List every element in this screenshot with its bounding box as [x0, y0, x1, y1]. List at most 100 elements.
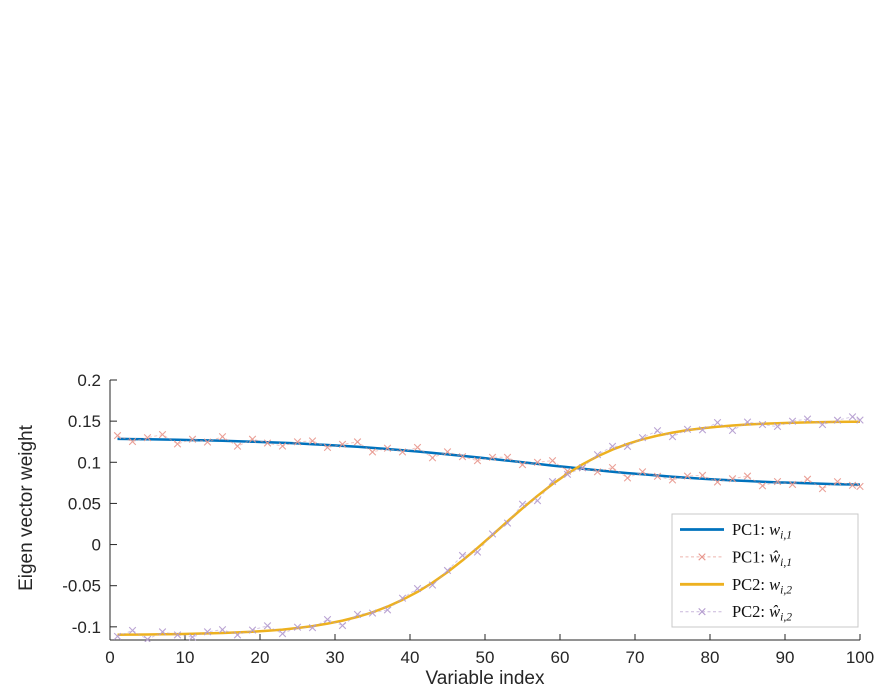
x-marker [488, 453, 497, 462]
x-marker [698, 426, 707, 434]
legend-box [671, 513, 859, 628]
x-marker [353, 610, 362, 619]
x-marker [683, 425, 692, 433]
x-marker [818, 485, 827, 493]
x-marker [518, 500, 527, 508]
x-marker [848, 413, 857, 421]
x-marker [833, 416, 842, 424]
x-marker [563, 470, 572, 479]
series-line [117, 437, 861, 486]
y-tick-label: -0.05 [62, 577, 101, 596]
x-marker [158, 430, 167, 439]
x-tick-label: 70 [626, 648, 645, 667]
x-marker [383, 606, 392, 614]
x-marker [263, 439, 272, 447]
x-marker [233, 442, 242, 450]
x-marker [668, 476, 677, 484]
y-tick-label: 0 [92, 536, 101, 555]
x-marker [383, 444, 392, 452]
y-tick-label: 0.15 [68, 412, 101, 431]
x-marker [443, 566, 452, 575]
x-marker [503, 453, 512, 462]
legend-label: PC1: wi,1 [732, 520, 792, 542]
series-2 [113, 430, 864, 493]
series-connector-line [117, 416, 861, 640]
legend-item: PC2: wi,2 [680, 575, 792, 596]
x-marker [278, 629, 287, 638]
x-marker [413, 443, 422, 452]
legend-sample-x-marker [698, 553, 706, 561]
x-marker [428, 454, 437, 462]
x-marker [503, 519, 512, 527]
x-tick-label: 40 [401, 648, 420, 667]
x-marker [203, 628, 212, 636]
y-tick-label: 0.2 [77, 371, 101, 390]
x-marker [173, 631, 182, 639]
series-connector-line [117, 434, 861, 490]
x-tick-label: 100 [846, 648, 874, 667]
x-marker [848, 481, 857, 490]
y-tick-label: 0.1 [77, 453, 101, 472]
x-tick-label: 60 [551, 648, 570, 667]
x-marker [683, 472, 692, 480]
legend-item: PC1: wi,1 [680, 520, 792, 542]
x-marker [638, 468, 647, 476]
x-marker [856, 416, 864, 424]
x-marker [518, 461, 527, 469]
x-tick-label: 10 [176, 648, 195, 667]
x-marker [188, 633, 197, 641]
x-marker [248, 626, 257, 634]
x-marker [623, 442, 632, 451]
x-marker [218, 626, 227, 634]
x-marker [803, 415, 812, 423]
x-marker [233, 631, 242, 639]
x-marker [728, 426, 737, 435]
x-marker [593, 468, 602, 476]
x-marker [728, 475, 737, 483]
y-tick-label: 0.05 [68, 494, 101, 513]
x-marker [788, 480, 797, 489]
legend-sample-x-marker [698, 608, 706, 616]
x-marker [323, 443, 332, 452]
x-marker [803, 475, 812, 483]
x-tick-label: 20 [251, 648, 270, 667]
x-marker [788, 417, 797, 425]
x-marker [293, 438, 302, 446]
x-marker [638, 433, 647, 442]
x-marker [773, 477, 782, 486]
x-marker [143, 433, 152, 442]
x-marker [473, 457, 482, 465]
y-axis-label: Eigen vector weight [16, 425, 37, 591]
x-tick-label: 80 [701, 648, 720, 667]
legend-label: PC2: ŵi,2 [732, 602, 792, 624]
x-marker [278, 442, 287, 450]
x-marker [713, 478, 722, 486]
x-marker [338, 440, 347, 448]
legend-label: PC1: ŵi,1 [732, 547, 792, 569]
x-marker [158, 628, 167, 636]
legend-item: PC1: ŵi,1 [680, 547, 792, 569]
x-marker [488, 530, 497, 538]
legend-item: PC2: ŵi,2 [680, 602, 792, 624]
x-marker [458, 452, 467, 461]
x-marker [548, 477, 557, 486]
legend: PC1: wi,1 PC1: ŵi,1 PC2: wi,2 PC2: ŵi,2 [671, 513, 859, 628]
plot-area [113, 413, 864, 642]
x-marker [338, 621, 347, 630]
x-marker [263, 622, 272, 630]
x-marker [128, 437, 137, 446]
x-marker [398, 594, 407, 602]
x-marker [856, 482, 864, 491]
x-marker [653, 426, 662, 435]
series-1 [117, 437, 861, 486]
x-marker [548, 456, 557, 465]
x-marker [818, 420, 827, 429]
series-4 [113, 413, 864, 642]
x-marker [308, 624, 317, 632]
x-marker [353, 438, 362, 446]
x-marker [653, 472, 662, 481]
x-marker [758, 420, 767, 429]
x-marker [608, 463, 617, 472]
